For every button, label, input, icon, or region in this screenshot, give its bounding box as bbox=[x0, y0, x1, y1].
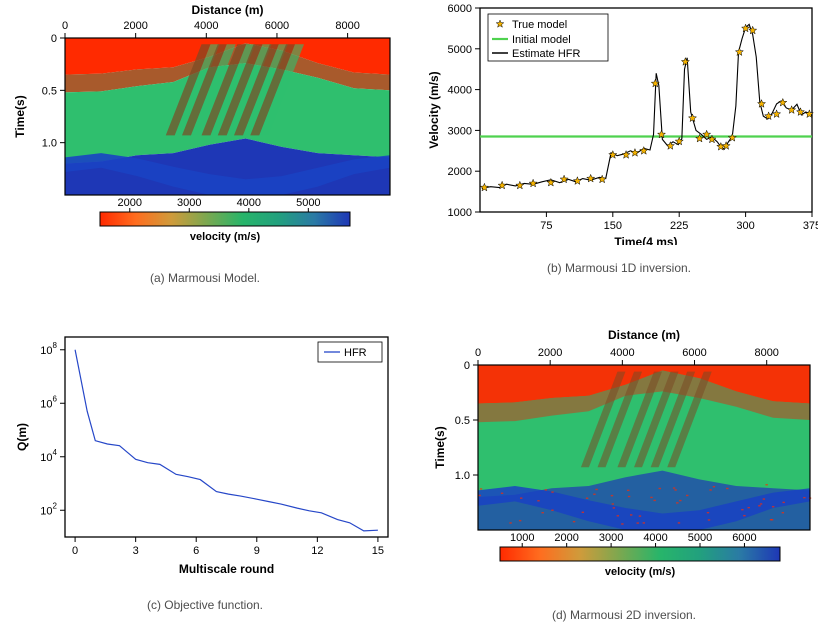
svg-text:300: 300 bbox=[736, 220, 754, 232]
svg-text:True model: True model bbox=[512, 19, 567, 31]
svg-text:Multiscale round: Multiscale round bbox=[179, 562, 274, 575]
svg-text:0: 0 bbox=[464, 360, 470, 372]
svg-text:Q(m): Q(m) bbox=[15, 423, 29, 451]
svg-text:0.5: 0.5 bbox=[42, 85, 57, 97]
panel-b: 75 150 225 300 375 1000 2000 3000 4000 5000 6000 Ti… bbox=[420, 0, 818, 270]
panel-c: 0 3 6 9 12 15 102 104 106 108 Multiscale round Q(m)… bbox=[10, 325, 400, 610]
svg-text:Estimate HFR: Estimate HFR bbox=[512, 48, 581, 60]
svg-text:75: 75 bbox=[540, 220, 552, 232]
svg-text:102: 102 bbox=[40, 501, 57, 517]
marmousi-1d-line-chart: 75 150 225 300 375 1000 2000 3000 4000 5000 6000 Ti… bbox=[420, 0, 818, 245]
svg-text:6000: 6000 bbox=[732, 532, 756, 544]
svg-text:3000: 3000 bbox=[448, 125, 472, 137]
svg-text:Velocity (m/s): Velocity (m/s) bbox=[427, 71, 441, 148]
svg-text:6: 6 bbox=[193, 545, 199, 557]
svg-text:1000: 1000 bbox=[448, 207, 472, 219]
svg-text:6000: 6000 bbox=[448, 3, 472, 15]
svg-text:8000: 8000 bbox=[754, 347, 778, 359]
svg-text:0: 0 bbox=[62, 20, 68, 32]
svg-text:Distance (m): Distance (m) bbox=[608, 328, 680, 342]
svg-text:4000: 4000 bbox=[610, 347, 634, 359]
svg-text:2000: 2000 bbox=[448, 166, 472, 178]
svg-text:104: 104 bbox=[40, 448, 57, 464]
svg-text:Time(s): Time(s) bbox=[13, 95, 27, 137]
svg-text:4000: 4000 bbox=[237, 197, 261, 209]
svg-text:0: 0 bbox=[51, 33, 57, 45]
svg-text:108: 108 bbox=[40, 341, 57, 357]
svg-text:225: 225 bbox=[670, 220, 688, 232]
svg-text:2000: 2000 bbox=[538, 347, 562, 359]
svg-text:2000: 2000 bbox=[123, 20, 147, 32]
svg-text:1000: 1000 bbox=[510, 532, 534, 544]
svg-text:1.0: 1.0 bbox=[455, 470, 470, 482]
panel-b-caption: (b) Marmousi 1D inversion. bbox=[420, 261, 818, 275]
svg-text:12: 12 bbox=[311, 545, 323, 557]
svg-text:4000: 4000 bbox=[643, 532, 667, 544]
marmousi-2d-heatmap: Distance (m) Time(s) 0 2000 4000 6000 8000 0 0.5… bbox=[430, 325, 818, 590]
svg-text:375: 375 bbox=[803, 220, 818, 232]
panel-a: Distance (m) Time(s) 0 2000 4000 6000 8000 0 0.5… bbox=[10, 0, 400, 280]
svg-text:106: 106 bbox=[40, 394, 57, 410]
svg-text:0: 0 bbox=[72, 545, 78, 557]
panel-d-caption: (d) Marmousi 2D inversion. bbox=[430, 608, 818, 622]
svg-text:6000: 6000 bbox=[265, 20, 289, 32]
svg-text:Distance (m): Distance (m) bbox=[191, 3, 263, 17]
svg-text:4000: 4000 bbox=[194, 20, 218, 32]
svg-text:6000: 6000 bbox=[682, 347, 706, 359]
panel-d: Distance (m) Time(s) 0 2000 4000 6000 8000 0 0.5… bbox=[430, 325, 818, 620]
svg-text:0.5: 0.5 bbox=[455, 415, 470, 427]
svg-text:velocity (m/s): velocity (m/s) bbox=[190, 231, 261, 243]
panel-c-caption: (c) Objective function. bbox=[10, 598, 400, 612]
svg-text:150: 150 bbox=[604, 220, 622, 232]
svg-text:15: 15 bbox=[372, 545, 384, 557]
svg-text:1.0: 1.0 bbox=[42, 138, 57, 150]
svg-text:Time(4 ms): Time(4 ms) bbox=[614, 235, 677, 245]
svg-text:velocity (m/s): velocity (m/s) bbox=[605, 566, 676, 578]
svg-text:5000: 5000 bbox=[448, 44, 472, 56]
svg-text:5000: 5000 bbox=[688, 532, 712, 544]
svg-text:3: 3 bbox=[133, 545, 139, 557]
svg-text:4000: 4000 bbox=[448, 85, 472, 97]
svg-text:5000: 5000 bbox=[296, 197, 320, 209]
svg-text:Time(s): Time(s) bbox=[433, 426, 447, 468]
svg-text:HFR: HFR bbox=[344, 347, 367, 359]
svg-text:Initial model: Initial model bbox=[512, 34, 571, 46]
svg-text:2000: 2000 bbox=[554, 532, 578, 544]
svg-text:9: 9 bbox=[254, 545, 260, 557]
panel-a-caption: (a) Marmousi Model. bbox=[10, 271, 400, 285]
svg-text:8000: 8000 bbox=[335, 20, 359, 32]
objective-function-line-chart: 0 3 6 9 12 15 102 104 106 108 Multiscale round Q(m)… bbox=[10, 325, 400, 575]
svg-text:2000: 2000 bbox=[118, 197, 142, 209]
svg-text:0: 0 bbox=[475, 347, 481, 359]
marmousi-model-heatmap: Distance (m) Time(s) 0 2000 4000 6000 8000 0 0.5… bbox=[10, 0, 400, 250]
svg-text:3000: 3000 bbox=[599, 532, 623, 544]
svg-text:3000: 3000 bbox=[177, 197, 201, 209]
